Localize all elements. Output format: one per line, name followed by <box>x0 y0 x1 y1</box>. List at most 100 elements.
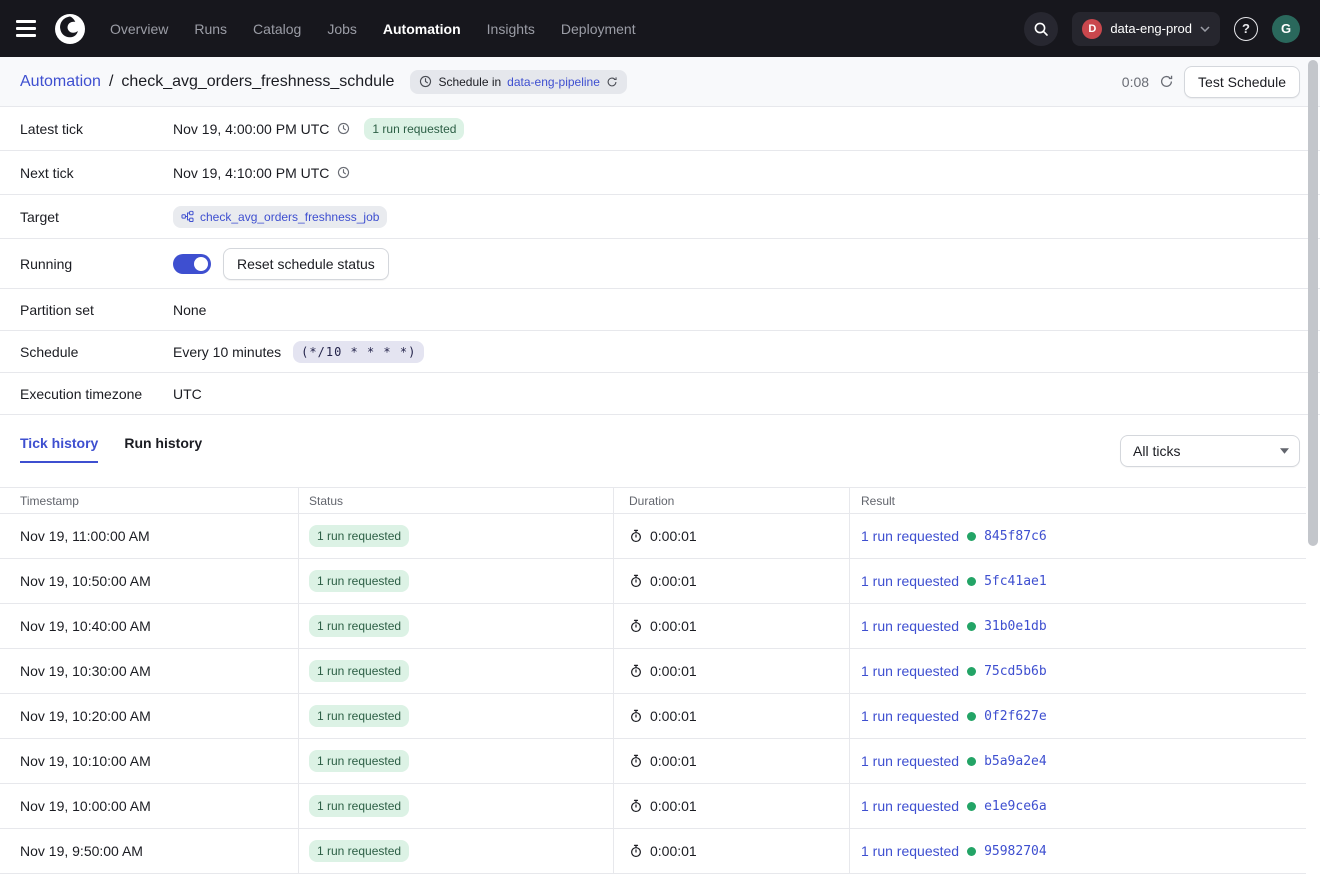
run-id-link[interactable]: e1e9ce6a <box>984 799 1047 814</box>
breadcrumb: Automation / check_avg_orders_freshness_… <box>20 70 627 94</box>
run-id-link[interactable]: 845f87c6 <box>984 529 1047 544</box>
tick-duration: 0:00:01 <box>650 573 697 589</box>
tick-status-badge: 1 run requested <box>309 750 409 772</box>
run-status-dot <box>967 532 976 541</box>
tick-table-body: Nov 19, 11:00:00 AM 1 run requested <box>0 514 1306 874</box>
run-id-link[interactable]: 31b0e1db <box>984 619 1047 634</box>
test-schedule-button[interactable]: Test Schedule <box>1184 66 1300 98</box>
tick-filter-select[interactable]: All ticks <box>1120 435 1300 467</box>
detail-label: Partition set <box>20 302 173 318</box>
run-id-link[interactable]: 0f2f627e <box>984 709 1047 724</box>
tick-status-badge: 1 run requested <box>309 795 409 817</box>
pipeline-link[interactable]: data-eng-pipeline <box>507 75 600 89</box>
clock-icon <box>419 75 432 88</box>
history-tabs-row: Tick history Run history All ticks <box>0 415 1320 487</box>
deployment-name: data-eng-prod <box>1110 21 1192 36</box>
detail-label: Execution timezone <box>20 386 173 402</box>
run-id-link[interactable]: b5a9a2e4 <box>984 754 1047 769</box>
detail-row-partition-set: Partition set None <box>0 289 1320 331</box>
refresh-icon[interactable] <box>1159 74 1174 89</box>
tick-timestamp: Nov 19, 10:30:00 AM <box>0 649 299 693</box>
nav-overview[interactable]: Overview <box>110 21 168 37</box>
page-title: check_avg_orders_freshness_schdule <box>121 73 394 91</box>
detail-row-schedule: Schedule Every 10 minutes (*/10 * * * *) <box>0 331 1320 373</box>
help-icon[interactable]: ? <box>1234 17 1258 41</box>
dagster-logo-icon[interactable] <box>52 11 88 47</box>
tick-row: Nov 19, 10:00:00 AM 1 run requested <box>0 784 1306 829</box>
tick-result-link[interactable]: 1 run requested <box>861 663 959 679</box>
detail-label: Target <box>20 209 173 225</box>
tick-duration: 0:00:01 <box>650 753 697 769</box>
chevron-down-icon <box>1200 26 1210 32</box>
tick-timestamp: Nov 19, 10:20:00 AM <box>0 694 299 738</box>
breadcrumb-automation-link[interactable]: Automation <box>20 73 101 91</box>
tick-result-link[interactable]: 1 run requested <box>861 753 959 769</box>
stopwatch-icon <box>629 844 643 858</box>
tab-tick-history[interactable]: Tick history <box>20 435 98 463</box>
tick-timestamp: Nov 19, 11:00:00 AM <box>0 514 299 558</box>
clock-icon <box>337 122 350 135</box>
tab-run-history[interactable]: Run history <box>124 435 202 463</box>
detail-row-timezone: Execution timezone UTC <box>0 373 1320 415</box>
tick-result-link[interactable]: 1 run requested <box>861 573 959 589</box>
deployment-switcher[interactable]: D data-eng-prod <box>1072 12 1220 46</box>
detail-row-running: Running Reset schedule status <box>0 239 1320 289</box>
detail-row-latest-tick: Latest tick Nov 19, 4:00:00 PM UTC 1 run… <box>0 107 1320 151</box>
run-status-dot <box>967 802 976 811</box>
tick-result-link[interactable]: 1 run requested <box>861 708 959 724</box>
job-icon <box>181 210 194 223</box>
tick-status-badge: 1 run requested <box>309 840 409 862</box>
tick-duration: 0:00:01 <box>650 798 697 814</box>
detail-row-target: Target check_avg_orders_freshness_job <box>0 195 1320 239</box>
tick-duration: 0:00:01 <box>650 663 697 679</box>
run-id-link[interactable]: 95982704 <box>984 844 1047 859</box>
nav-right: D data-eng-prod ? G <box>1024 12 1300 46</box>
run-id-link[interactable]: 5fc41ae1 <box>984 574 1047 589</box>
tick-duration: 0:00:01 <box>650 618 697 634</box>
user-avatar[interactable]: G <box>1272 15 1300 43</box>
menu-icon[interactable] <box>16 20 36 36</box>
tick-duration: 0:00:01 <box>650 708 697 724</box>
tick-timestamp: Nov 19, 10:50:00 AM <box>0 559 299 603</box>
reset-schedule-status-button[interactable]: Reset schedule status <box>223 248 389 280</box>
stopwatch-icon <box>629 664 643 678</box>
clock-icon <box>337 166 350 179</box>
stopwatch-icon <box>629 619 643 633</box>
run-status-dot <box>967 577 976 586</box>
tick-result-link[interactable]: 1 run requested <box>861 528 959 544</box>
nav-runs[interactable]: Runs <box>194 21 227 37</box>
deployment-badge: D <box>1082 19 1102 39</box>
tick-filter-value: All ticks <box>1133 443 1180 459</box>
tick-duration: 0:00:01 <box>650 528 697 544</box>
run-status-dot <box>967 847 976 856</box>
sync-icon[interactable] <box>606 76 618 88</box>
nav-catalog[interactable]: Catalog <box>253 21 301 37</box>
schedule-location-badge: Schedule in data-eng-pipeline <box>410 70 626 94</box>
nav-insights[interactable]: Insights <box>487 21 535 37</box>
tick-row: Nov 19, 10:20:00 AM 1 run requested <box>0 694 1306 739</box>
scrollbar-thumb[interactable] <box>1308 60 1318 546</box>
run-id-link[interactable]: 75cd5b6b <box>984 664 1047 679</box>
partition-set-value: None <box>173 302 206 318</box>
breadcrumb-bar: Automation / check_avg_orders_freshness_… <box>0 57 1320 107</box>
tick-result-link[interactable]: 1 run requested <box>861 618 959 634</box>
tick-result-link[interactable]: 1 run requested <box>861 843 959 859</box>
history-tabs: Tick history Run history <box>20 435 202 463</box>
nav-deployment[interactable]: Deployment <box>561 21 636 37</box>
search-icon[interactable] <box>1024 12 1058 46</box>
run-status-dot <box>967 622 976 631</box>
stopwatch-icon <box>629 709 643 723</box>
tick-status-badge: 1 run requested <box>309 705 409 727</box>
nav-jobs[interactable]: Jobs <box>327 21 357 37</box>
detail-label: Schedule <box>20 344 173 360</box>
schedule-interval-value: Every 10 minutes <box>173 344 281 360</box>
latest-tick-value: Nov 19, 4:00:00 PM UTC <box>173 121 329 137</box>
nav-automation[interactable]: Automation <box>383 21 461 37</box>
top-nav: Overview Runs Catalog Jobs Automation In… <box>0 0 1320 57</box>
running-toggle[interactable] <box>173 254 211 274</box>
tick-row: Nov 19, 11:00:00 AM 1 run requested <box>0 514 1306 559</box>
timezone-value: UTC <box>173 386 202 402</box>
target-job-link[interactable]: check_avg_orders_freshness_job <box>173 206 387 228</box>
breadcrumb-separator: / <box>109 73 113 91</box>
tick-result-link[interactable]: 1 run requested <box>861 798 959 814</box>
